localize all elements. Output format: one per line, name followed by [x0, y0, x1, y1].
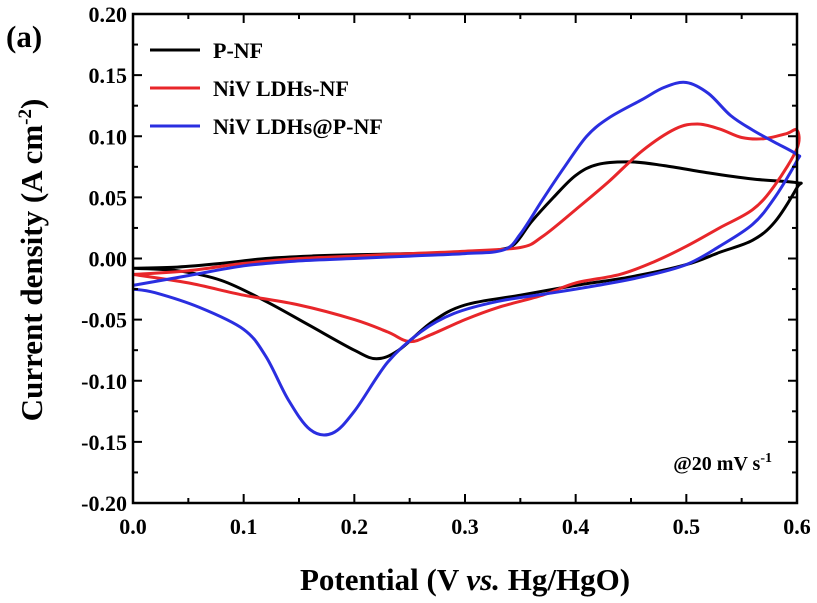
y-tick-label: 0.20	[89, 2, 128, 27]
legend-label-1: P-NF	[213, 38, 263, 63]
x-axis-title: Potential (V vs. Hg/HgO)	[300, 562, 630, 597]
x-tick-label: 0.6	[783, 514, 811, 539]
x-tick-label: 0.2	[341, 514, 369, 539]
panel-label: (a)	[6, 19, 42, 54]
y-tick-label: -0.05	[81, 308, 127, 333]
x-axis-title-b: Hg/HgO)	[500, 562, 630, 597]
x-tick-label: 0.3	[451, 514, 479, 539]
x-axis-title-a: Potential (V	[300, 562, 466, 597]
y-tick-label: 0.10	[89, 124, 128, 149]
x-tick-label: 0.0	[119, 514, 147, 539]
annotation-main: @20 mV s	[673, 453, 760, 475]
y-axis-title-a: Current density (A cm	[14, 125, 49, 422]
y-tick-label: 0.15	[89, 63, 128, 88]
y-axis-title: Current density (A cm-2)	[14, 99, 49, 422]
y-tick-label: -0.15	[81, 430, 127, 455]
series-line-3	[132, 80, 802, 437]
y-axis-title-superscript: -2	[15, 109, 36, 125]
axis-ticks	[132, 13, 798, 504]
y-tick-label: 0.00	[89, 247, 128, 272]
y-tick-label: -0.20	[81, 491, 127, 516]
annotation-superscript: -1	[760, 451, 772, 466]
y-tick-label: -0.10	[81, 369, 127, 394]
scan-rate-annotation: @20 mV s-1	[673, 451, 772, 475]
y-tick-label: 0.05	[89, 185, 128, 210]
series-line-2	[132, 122, 801, 344]
legend: P-NF NiV LDHs-NF NiV LDHs@P-NF	[150, 38, 383, 139]
x-tick-label: 0.5	[673, 514, 701, 539]
tick-labels: 0.0 0.1 0.2 0.3 0.4 0.5 0.6 -0.20 -0.15 -0.10 -0.0…	[81, 2, 811, 539]
x-tick-label: 0.4	[562, 514, 590, 539]
legend-label-3: NiV LDHs@P-NF	[213, 114, 383, 139]
x-axis-title-vs: vs.	[466, 562, 500, 597]
series-line-1	[132, 160, 803, 361]
legend-label-2: NiV LDHs-NF	[213, 76, 349, 101]
x-tick-label: 0.1	[230, 514, 258, 539]
y-axis-title-b: )	[14, 99, 49, 109]
